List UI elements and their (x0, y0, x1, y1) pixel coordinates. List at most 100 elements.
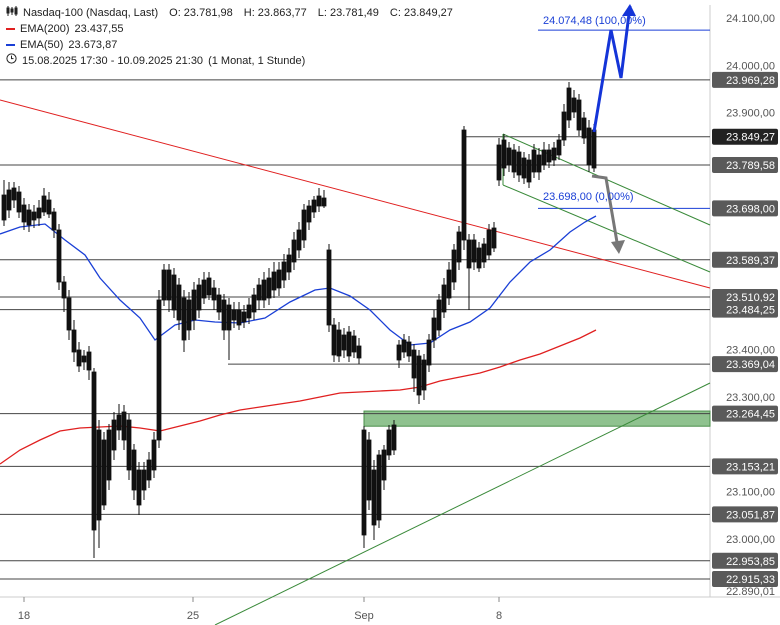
candle-body (111, 419, 117, 451)
candle-body (346, 331, 352, 357)
current-price-tag-bg (712, 128, 778, 145)
candle-body (376, 454, 382, 521)
candle-body (296, 229, 302, 251)
candle-body (251, 294, 257, 313)
candle-body (121, 411, 127, 441)
candle-body (271, 271, 277, 291)
candle-body (356, 345, 362, 359)
instrument-name: Nasdaq-100 (Nasdaq, Last) (23, 7, 159, 19)
candle-body (31, 211, 37, 221)
candle-body (191, 289, 197, 321)
price-tag-bg (712, 405, 778, 422)
y-tick-label: 22.890,01 (726, 586, 775, 598)
price-tag-label: 23.789,58 (726, 160, 775, 172)
fib-annotation: 24.074,48 (100,00%) (543, 15, 646, 27)
candles-layer (1, 82, 597, 558)
candle-body (571, 97, 577, 113)
time-axis: 18 25 Sep 8 (18, 597, 502, 622)
price-tag-label: 23.510,92 (726, 292, 775, 304)
candle-body (156, 299, 162, 441)
ema200-label: EMA(200) (20, 23, 70, 35)
price-tag-label: 22.915,33 (726, 574, 775, 586)
support-zone (363, 410, 711, 427)
candle-body (511, 149, 517, 173)
candle-body (361, 429, 367, 536)
candle-body (186, 299, 192, 331)
candle-body (196, 284, 202, 311)
x-tick-label: 25 (187, 610, 199, 622)
candle-body (501, 139, 507, 169)
candle-body (161, 269, 167, 301)
ohlc-open: O: 23.781,98 (169, 7, 233, 19)
legend-instrument-row: Nasdaq-100 (Nasdaq, Last) O: 23.781,98 H… (6, 5, 453, 21)
price-tag-label: 22.953,85 (726, 556, 775, 568)
ema200-line (0, 329, 597, 465)
interval-text: (1 Monat, 1 Stunde) (208, 55, 306, 67)
candle-body (1, 194, 7, 221)
candlestick-icon[interactable] (6, 5, 18, 21)
candle-body (256, 284, 262, 301)
price-tag-label: 23.589,37 (726, 255, 775, 267)
candle-body (466, 239, 472, 269)
candle-body (146, 459, 152, 481)
price-tag-label: 23.369,04 (726, 359, 775, 371)
candle-body (546, 149, 552, 163)
candle-body (126, 419, 132, 471)
candle-body (206, 277, 212, 296)
candle-body (491, 227, 497, 249)
candle-body (276, 269, 282, 289)
candle-body (236, 309, 242, 326)
candle-body (141, 469, 147, 491)
candle-body (71, 329, 77, 353)
ohlc-low: L: 23.781,49 (317, 7, 379, 19)
candle-body (441, 284, 447, 313)
candle-body (216, 294, 222, 313)
candle-body (61, 281, 67, 299)
candle-body (201, 279, 207, 299)
support-zone-layer (363, 410, 711, 427)
candle-body (436, 299, 442, 331)
candle-body (311, 199, 317, 213)
candle-body (341, 334, 347, 351)
candle-body (231, 309, 237, 321)
candle-body (171, 274, 177, 311)
candle-body (526, 159, 532, 183)
ema50-line (0, 215, 597, 346)
price-tag-bg (712, 458, 778, 475)
clock-icon (6, 53, 17, 69)
candle-body (481, 243, 487, 263)
price-tag-bg (712, 200, 778, 217)
candle-body (566, 87, 572, 121)
trend-lines-layer (0, 99, 711, 625)
candle-body (326, 249, 332, 326)
price-tag-bg (712, 157, 778, 174)
candle-body (96, 429, 102, 521)
candle-body (16, 191, 22, 213)
legend-ema200-row[interactable]: EMA(200) 23.437,55 (6, 21, 453, 37)
candle-body (496, 144, 502, 181)
current-price-label: 23.849,27 (726, 132, 775, 144)
y-tick-label: 24.000,00 (726, 60, 775, 72)
x-tick-label: 8 (496, 610, 502, 622)
ema50-label: EMA(50) (20, 39, 64, 51)
price-tag-label: 23.264,45 (726, 409, 775, 421)
candle-body (386, 429, 392, 456)
candle-body (541, 149, 547, 166)
candle-body (176, 284, 182, 321)
candle-body (36, 207, 42, 219)
candle-body (331, 324, 337, 356)
legend-range-row: 15.08.2025 17:30 - 10.09.2025 21:30 (1 M… (6, 53, 453, 69)
y-tick-label: 23.000,00 (726, 534, 775, 546)
candle-body (366, 439, 372, 501)
candle-body (106, 429, 112, 481)
legend-ema50-row[interactable]: EMA(50) 23.673,87 (6, 37, 453, 53)
price-tag-label: 23.698,00 (726, 203, 775, 215)
ema-layer (0, 215, 597, 465)
price-tag-bg (712, 288, 778, 305)
candle-body (506, 147, 512, 166)
candle-body (6, 189, 12, 211)
candle-body (536, 154, 542, 173)
candle-body (41, 195, 47, 213)
y-tick-label: 24.100,00 (726, 13, 775, 25)
